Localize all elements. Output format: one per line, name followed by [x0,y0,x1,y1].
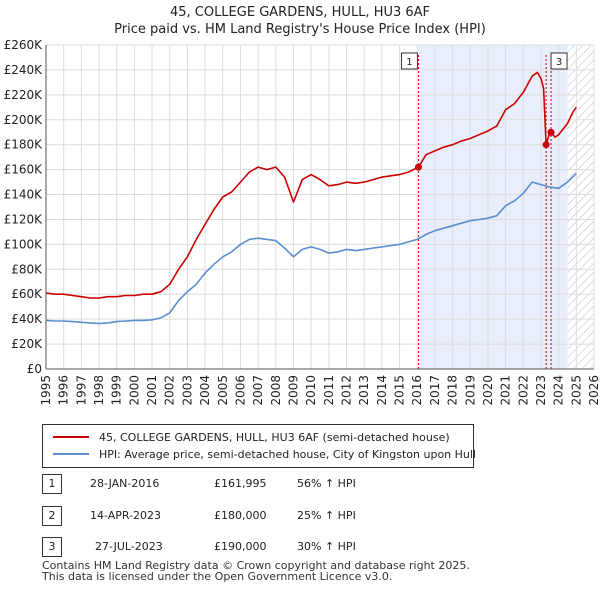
y-tick-label: £0 [27,362,42,376]
transaction-price: £180,000 [214,509,267,522]
legend: 45, COLLEGE GARDENS, HULL, HU3 6AF (semi… [42,424,476,468]
x-tick-label: 2007 [251,375,265,406]
x-tick-label: 2001 [145,375,159,406]
transaction-hpi-diff: 56% ↑ HPI [297,477,356,490]
x-tick-label: 1998 [92,375,106,406]
x-tick-label: 2008 [269,375,283,406]
transaction-price: £161,995 [214,477,267,490]
chart-title: 45, COLLEGE GARDENS, HULL, HU3 6AF [170,5,430,20]
x-tick-label: 2011 [322,375,336,406]
y-tick-label: £100K [4,237,44,251]
x-tick-label: 2015 [393,375,407,406]
sale-point [547,128,555,136]
x-tick-label: 2022 [516,375,530,406]
x-tick-label: 2009 [286,375,300,406]
y-tick-label: £200K [4,113,44,127]
legend-label-property: 45, COLLEGE GARDENS, HULL, HU3 6AF (semi… [99,430,450,444]
legend-item-property: 45, COLLEGE GARDENS, HULL, HU3 6AF (semi… [53,429,450,445]
y-tick-label: £60K [11,287,43,301]
legend-label-hpi: HPI: Average price, semi-detached house,… [99,447,476,461]
transaction-marker: 1 [42,474,62,494]
sale-label-box [400,52,418,70]
sale-label-text: 3 [556,57,562,68]
x-tick-label: 1995 [39,375,53,406]
x-tick-label: 2024 [552,375,566,406]
x-tick-label: 2019 [463,375,477,406]
y-tick-label: £20K [11,337,43,351]
y-tick-label: £220K [4,88,44,102]
y-tick-label: £180K [4,138,44,152]
y-tick-label: £160K [4,163,44,177]
x-tick-label: 2021 [499,375,513,406]
x-tick-label: 2002 [163,375,177,406]
x-tick-label: 2020 [481,375,495,406]
y-tick-label: £40K [11,312,43,326]
transaction-date: 28-JAN-2016 [90,477,160,490]
footer-licence: This data is licensed under the Open Gov… [42,570,393,583]
x-tick-label: 2017 [428,375,442,406]
price-chart: 45, COLLEGE GARDENS, HULL, HU3 6AF Price… [4,5,600,406]
transaction-date: 14-APR-2023 [90,509,162,522]
x-tick-label: 2010 [304,375,318,406]
x-tick-label: 2004 [198,375,212,406]
x-tick-label: 2005 [216,375,230,406]
x-tick-label: 1997 [74,375,88,406]
footer-copyright: Contains HM Land Registry data © Crown c… [42,559,470,572]
x-tick-label: 2012 [340,375,354,406]
property-price-line [45,71,577,299]
transaction-marker: 2 [42,506,62,526]
x-tick-label: 2014 [375,375,389,406]
legend-item-hpi: HPI: Average price, semi-detached house,… [53,446,476,462]
sale-point [542,141,550,149]
legend-swatch-hpi [53,453,89,455]
x-tick-label: 2026 [587,375,600,406]
sale-point [414,163,422,171]
y-tick-label: £240K [4,63,44,77]
hpi-line [45,172,577,325]
y-tick-label: £260K [4,38,44,52]
x-tick-label: 2000 [127,375,141,406]
x-tick-label: 2006 [233,375,247,406]
sale-label-text: 1 [406,57,412,68]
x-tick-label: 1996 [57,375,71,406]
footer: Contains HM Land Registry data © Crown c… [42,560,470,582]
x-tick-label: 1999 [110,375,124,406]
ownership-shade [418,45,568,369]
sale-label-box [550,52,568,70]
legend-swatch-property [53,436,89,438]
y-tick-label: £80K [11,262,43,276]
transaction-date: 27-JUL-2023 [95,540,163,553]
transaction-hpi-diff: 30% ↑ HPI [297,540,356,553]
x-tick-label: 2018 [446,375,460,406]
x-tick-label: 2013 [357,375,371,406]
y-tick-label: £120K [4,212,44,226]
x-tick-label: 2003 [180,375,194,406]
transaction-marker: 3 [42,537,62,557]
future-hatch [567,45,594,369]
chart-subtitle: Price paid vs. HM Land Registry's House … [114,22,486,37]
x-tick-label: 2025 [569,375,583,406]
x-tick-label: 2016 [410,375,424,406]
y-tick-label: £140K [4,188,44,202]
transaction-hpi-diff: 25% ↑ HPI [297,509,356,522]
x-tick-label: 2023 [534,375,548,406]
transaction-price: £190,000 [214,540,267,553]
